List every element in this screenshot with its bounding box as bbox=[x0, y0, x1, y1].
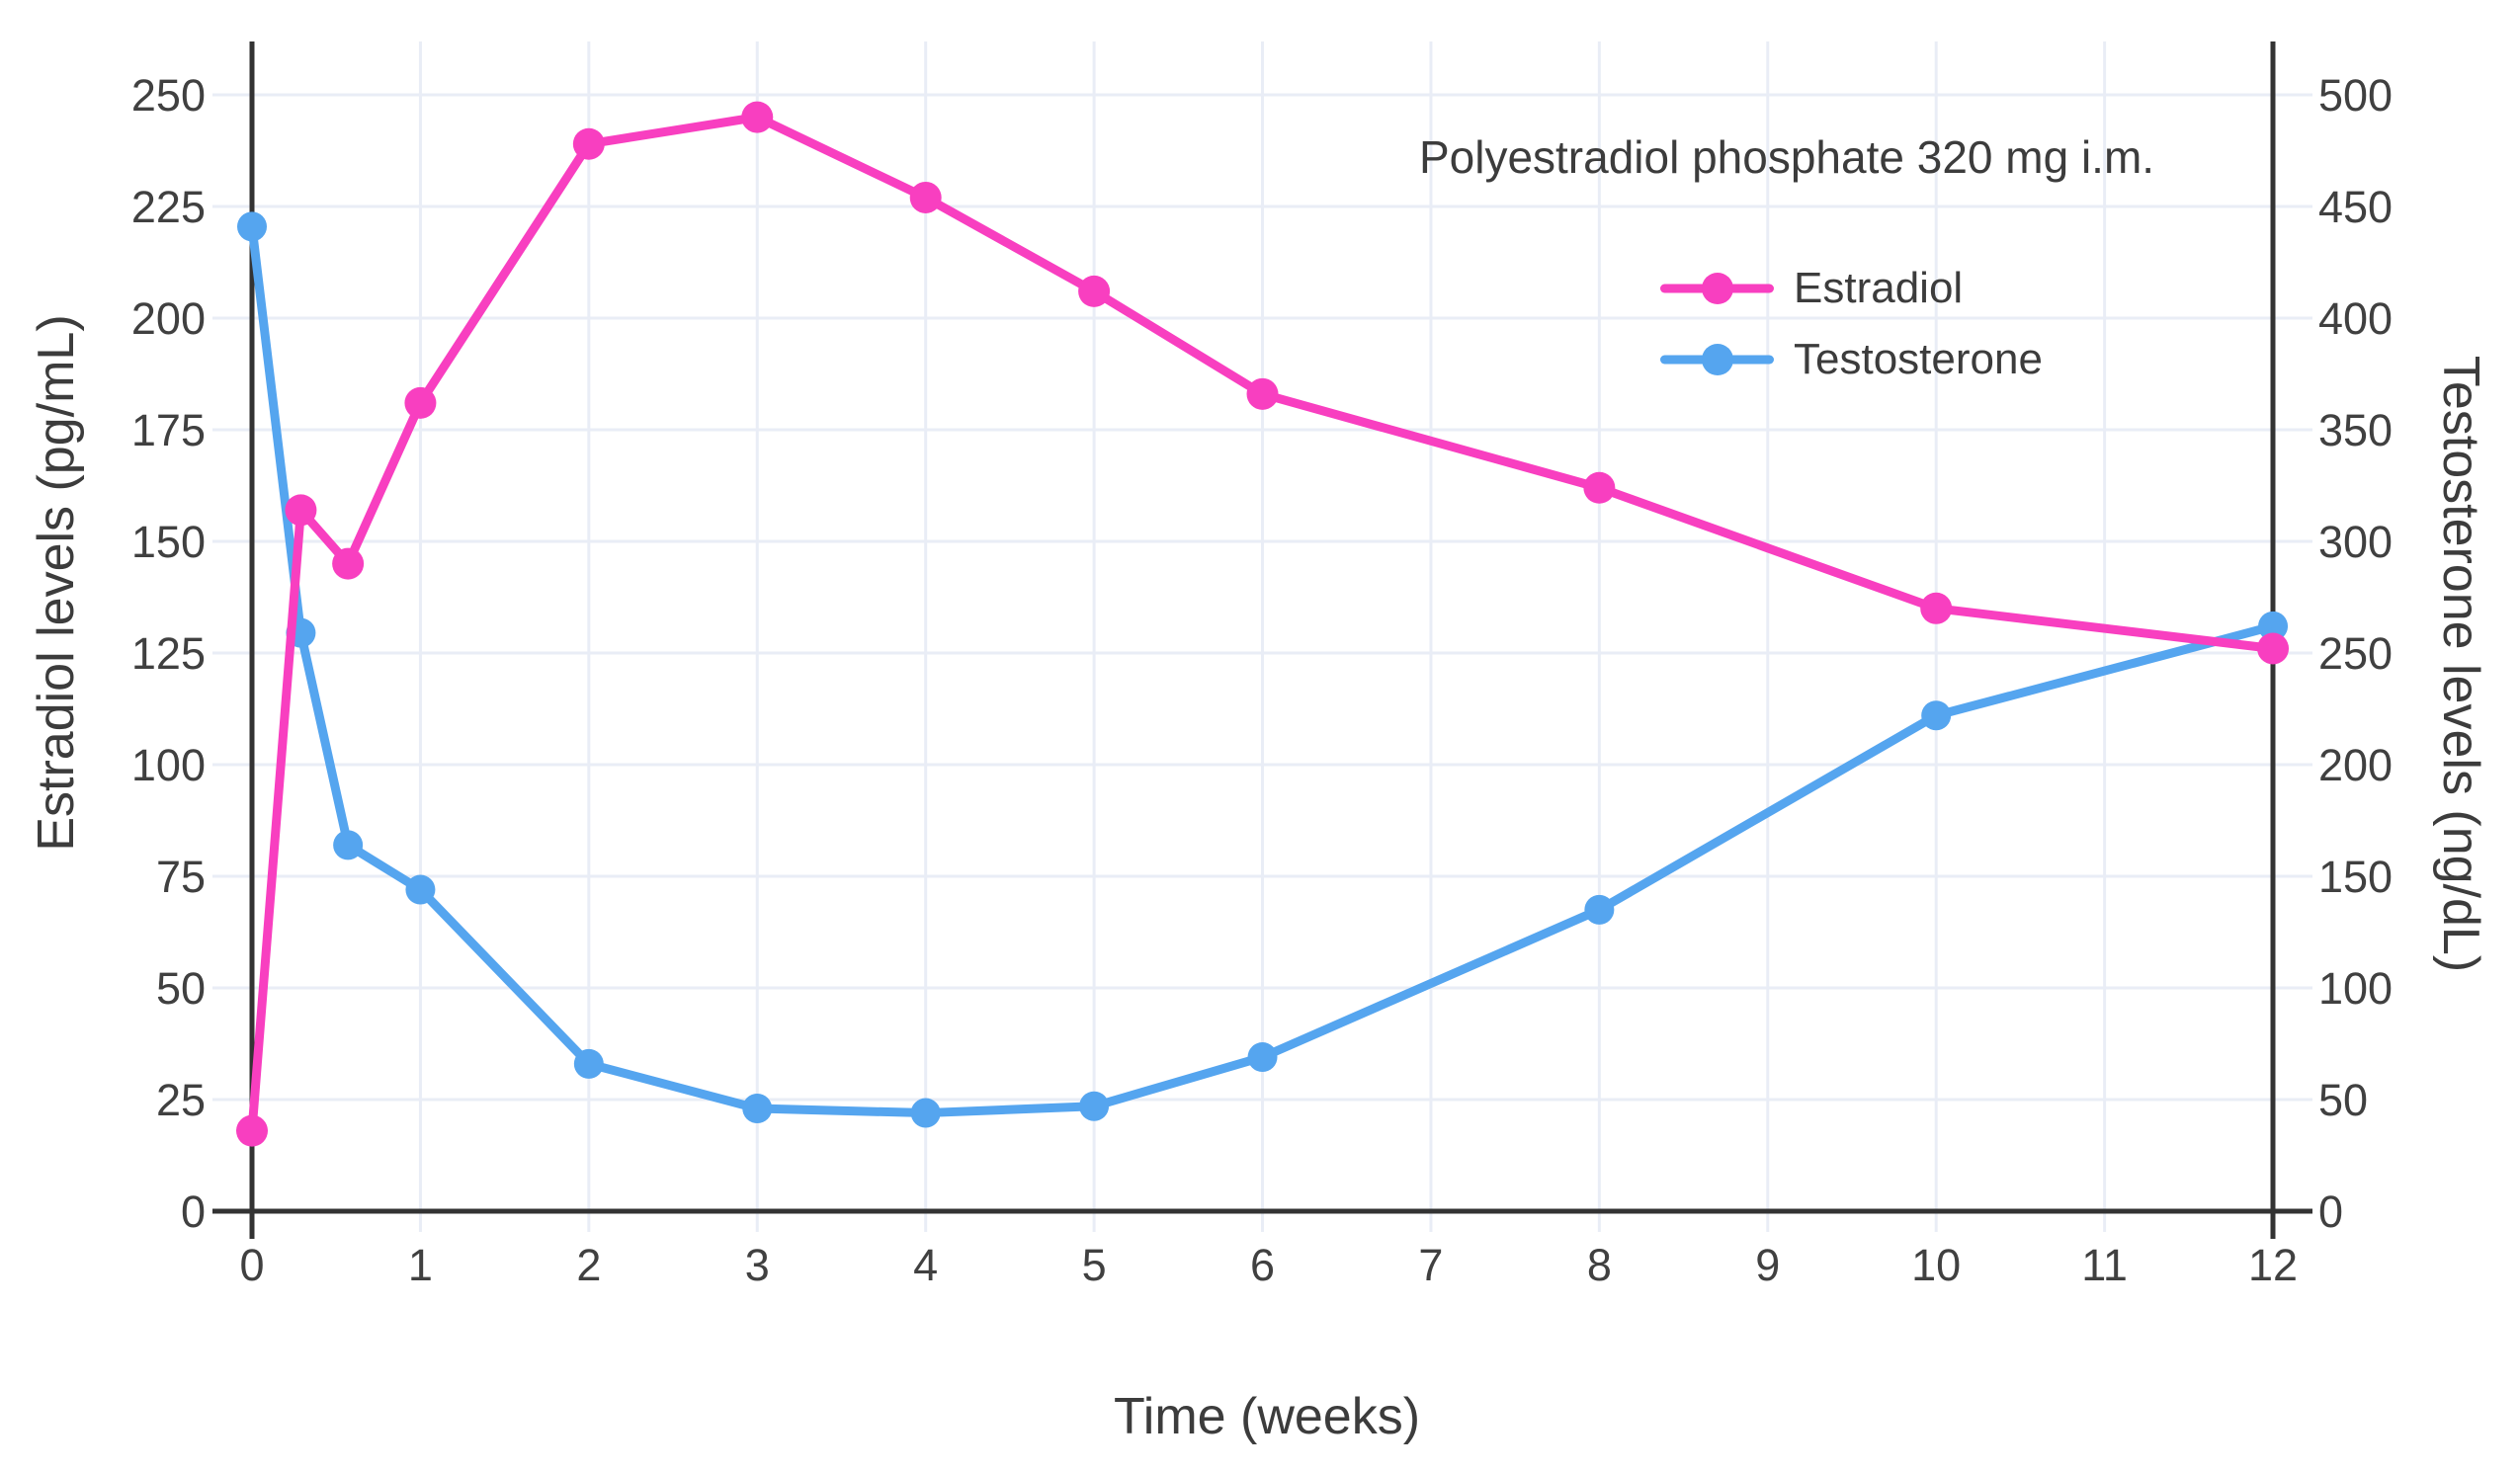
y-left-tick-label: 250 bbox=[131, 70, 206, 121]
x-tick-label: 2 bbox=[576, 1240, 601, 1290]
estradiol-marker[interactable] bbox=[1920, 592, 1953, 624]
y-left-tick-label: 150 bbox=[131, 517, 206, 567]
estradiol-marker[interactable] bbox=[1078, 275, 1111, 307]
legend-label-estradiol: Estradiol bbox=[1794, 264, 1964, 312]
x-tick-label: 8 bbox=[1587, 1240, 1612, 1290]
legend: Estradiol Testosterone bbox=[1660, 253, 2043, 395]
y-left-tick-label: 0 bbox=[181, 1186, 206, 1237]
estradiol-marker[interactable] bbox=[572, 127, 605, 160]
legend-label-testosterone: Testosterone bbox=[1794, 335, 2043, 383]
estradiol-marker[interactable] bbox=[285, 494, 317, 527]
y-right-tick-label: 450 bbox=[2318, 182, 2393, 232]
y-axis-left-title: Estradiol levels (pg/mL) bbox=[28, 314, 85, 852]
x-tick-label: 7 bbox=[1418, 1240, 1443, 1290]
chart-title: Polyestradiol phosphate 320 mg i.m. bbox=[1418, 131, 2155, 183]
testosterone-marker[interactable] bbox=[742, 1094, 773, 1124]
estradiol-marker-icon bbox=[1701, 273, 1733, 304]
testosterone-marker[interactable] bbox=[333, 830, 364, 860]
x-axis-title: Time (weeks) bbox=[1113, 1388, 1421, 1445]
testosterone-series bbox=[237, 211, 2289, 1128]
x-tick-label: 10 bbox=[1911, 1240, 1961, 1290]
y-axis-right-title: Testosterone levels (ng/dL) bbox=[2432, 355, 2489, 973]
x-tick-label: 4 bbox=[913, 1240, 938, 1290]
legend-item-estradiol[interactable]: Estradiol bbox=[1660, 253, 2043, 324]
y-left-tick-label: 25 bbox=[156, 1075, 206, 1125]
x-tick-label: 11 bbox=[2081, 1240, 2128, 1290]
testosterone-marker[interactable] bbox=[2258, 611, 2289, 641]
testosterone-marker[interactable] bbox=[405, 874, 436, 905]
y-left-tick-label: 175 bbox=[131, 405, 206, 455]
y-left-tick-label: 50 bbox=[156, 963, 206, 1014]
x-tick-label: 1 bbox=[408, 1240, 433, 1290]
y-right-tick-label: 50 bbox=[2318, 1075, 2368, 1125]
estradiol-legend-swatch bbox=[1660, 272, 1774, 305]
testosterone-marker[interactable] bbox=[1079, 1091, 1110, 1121]
testosterone-marker[interactable] bbox=[573, 1048, 604, 1079]
y-right-tick-label: 150 bbox=[2318, 852, 2393, 902]
y-left-tick-label: 125 bbox=[131, 628, 206, 679]
y-right-tick-label: 300 bbox=[2318, 517, 2393, 567]
testosterone-legend-swatch bbox=[1660, 343, 1774, 376]
x-tick-label: 6 bbox=[1250, 1240, 1275, 1290]
x-tick-label: 3 bbox=[745, 1240, 770, 1290]
testosterone-marker[interactable] bbox=[1921, 700, 1952, 731]
estradiol-marker[interactable] bbox=[236, 1114, 268, 1147]
estradiol-marker[interactable] bbox=[1246, 377, 1279, 410]
estradiol-series bbox=[236, 101, 2290, 1147]
x-tick-label: 9 bbox=[1755, 1240, 1780, 1290]
legend-item-testosterone[interactable]: Testosterone bbox=[1660, 324, 2043, 395]
y-right-tick-label: 0 bbox=[2318, 1186, 2343, 1237]
testosterone-marker[interactable] bbox=[1584, 894, 1615, 925]
testosterone-marker[interactable] bbox=[910, 1098, 941, 1128]
testosterone-marker[interactable] bbox=[237, 211, 267, 242]
y-right-tick-label: 250 bbox=[2318, 628, 2393, 679]
x-tick-label: 5 bbox=[1082, 1240, 1107, 1290]
y-right-tick-label: 400 bbox=[2318, 293, 2393, 344]
estradiol-marker[interactable] bbox=[741, 101, 774, 133]
testosterone-line[interactable] bbox=[247, 221, 2278, 1118]
y-right-tick-label: 200 bbox=[2318, 740, 2393, 790]
y-left-tick-label: 75 bbox=[156, 852, 206, 902]
y-left-tick-label: 225 bbox=[131, 182, 206, 232]
estradiol-marker[interactable] bbox=[1583, 471, 1616, 504]
estradiol-marker[interactable] bbox=[2257, 632, 2290, 665]
estradiol-marker[interactable] bbox=[332, 547, 365, 580]
tick-labels: 0 1 2 3 4 5 6 7 8 9 10 11 12025507510012515017520022… bbox=[131, 70, 2393, 1290]
y-left-tick-label: 200 bbox=[131, 293, 206, 344]
x-tick-label: 0 bbox=[239, 1240, 264, 1290]
testosterone-marker[interactable] bbox=[1247, 1042, 1278, 1073]
y-right-tick-label: 100 bbox=[2318, 963, 2393, 1014]
y-left-tick-label: 100 bbox=[131, 740, 206, 790]
y-right-tick-label: 500 bbox=[2318, 70, 2393, 121]
y-right-tick-label: 350 bbox=[2318, 405, 2393, 455]
x-tick-label: 12 bbox=[2248, 1240, 2298, 1290]
estradiol-marker[interactable] bbox=[909, 181, 942, 213]
estradiol-marker[interactable] bbox=[404, 386, 437, 419]
testosterone-marker-icon bbox=[1701, 344, 1733, 375]
